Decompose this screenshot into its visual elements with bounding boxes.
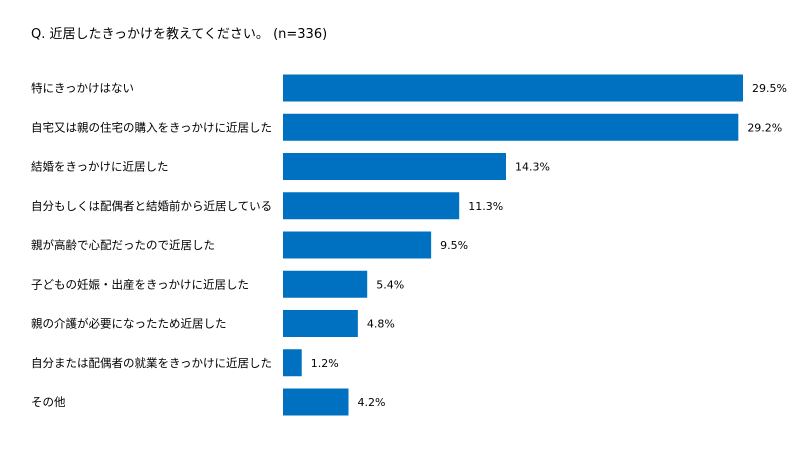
- bar: [283, 349, 302, 377]
- bar: [283, 113, 739, 141]
- value-label: 4.8%: [367, 318, 395, 331]
- bar: [283, 388, 349, 416]
- value-label: 9.5%: [440, 239, 468, 252]
- bar: [283, 270, 368, 298]
- category-label: 自宅又は親の住宅の購入をきっかけに近居した: [31, 120, 272, 134]
- category-label: 特にきっかけはない: [31, 81, 134, 95]
- bar: [283, 231, 432, 259]
- category-label: 自分もしくは配偶者と結婚前から近居している: [31, 199, 272, 213]
- category-label: 自分または配偶者の就業をきっかけに近居した: [31, 356, 272, 370]
- value-label: 29.2%: [747, 121, 782, 134]
- value-label: 29.5%: [752, 82, 787, 95]
- value-label: 5.4%: [376, 278, 404, 291]
- chart-question-title: Q. 近居したきっかけを教えてください。 (n=336): [31, 27, 328, 42]
- category-label: 親の介護が必要になったため近居した: [31, 317, 227, 331]
- bar: [283, 310, 358, 337]
- bar: [283, 192, 460, 220]
- category-label: 親が高齢で心配だったので近居した: [31, 238, 215, 252]
- category-label: その他: [31, 395, 66, 409]
- value-label: 11.3%: [468, 200, 503, 213]
- value-label: 14.3%: [515, 161, 550, 174]
- bar: [283, 153, 506, 180]
- category-label: 結婚をきっかけに近居した: [31, 160, 169, 174]
- value-label: 4.2%: [357, 396, 385, 409]
- bar: [283, 74, 743, 102]
- category-label: 子どもの妊娠・出産をきっかけに近居した: [31, 277, 249, 291]
- value-label: 1.2%: [311, 357, 339, 370]
